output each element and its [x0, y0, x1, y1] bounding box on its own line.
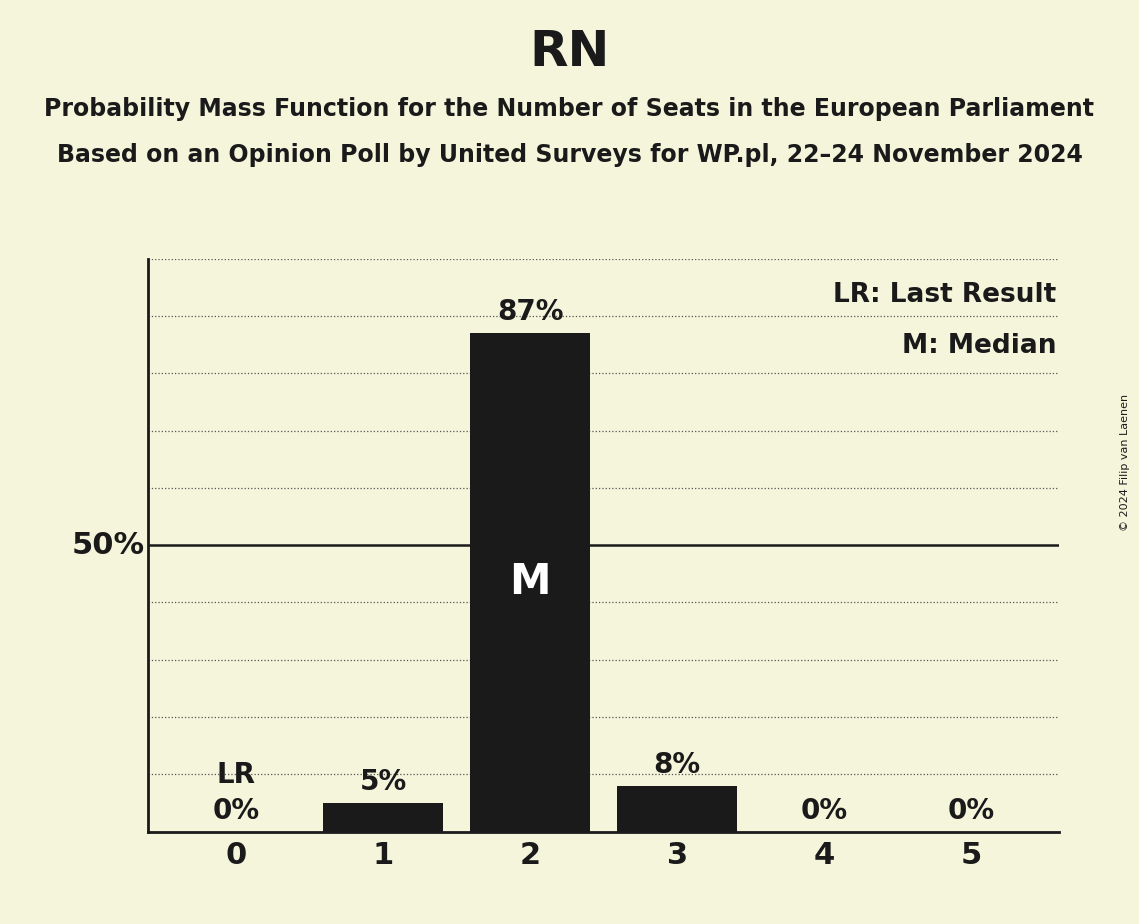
Bar — [470, 334, 590, 832]
Text: 0%: 0% — [948, 796, 994, 825]
Text: 0%: 0% — [213, 796, 260, 825]
Text: © 2024 Filip van Laenen: © 2024 Filip van Laenen — [1121, 394, 1130, 530]
Text: 87%: 87% — [497, 298, 564, 326]
Text: M: Median: M: Median — [902, 334, 1056, 359]
Bar — [323, 803, 443, 832]
Text: Probability Mass Function for the Number of Seats in the European Parliament: Probability Mass Function for the Number… — [44, 97, 1095, 121]
Text: 8%: 8% — [654, 751, 700, 779]
Text: 5%: 5% — [360, 768, 407, 796]
Text: LR: Last Result: LR: Last Result — [833, 282, 1056, 308]
Text: RN: RN — [530, 28, 609, 76]
Text: Based on an Opinion Poll by United Surveys for WP.pl, 22–24 November 2024: Based on an Opinion Poll by United Surve… — [57, 143, 1082, 167]
Text: LR: LR — [216, 760, 256, 789]
Text: M: M — [509, 562, 551, 603]
Bar — [617, 785, 737, 832]
Text: 0%: 0% — [801, 796, 847, 825]
Text: 50%: 50% — [72, 530, 145, 560]
